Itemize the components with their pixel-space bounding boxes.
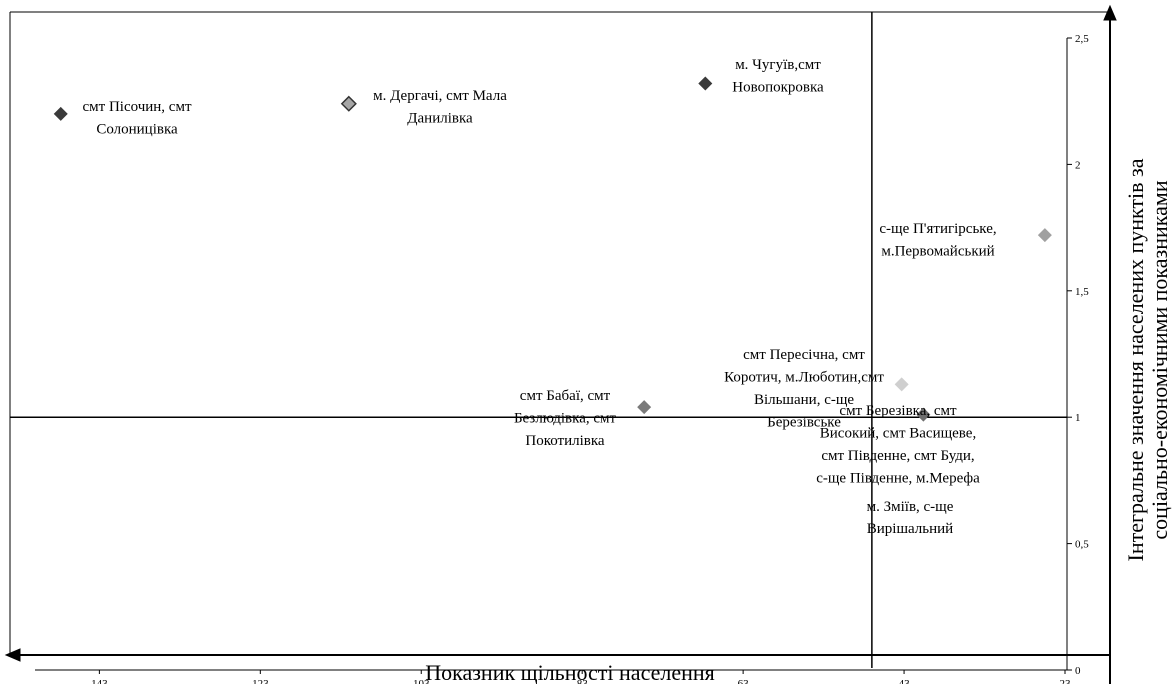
- x-tick-label: 143: [91, 678, 108, 684]
- y-tick-label: 1: [1075, 412, 1081, 424]
- annotation: м. Зміїв, с-ще: [867, 499, 954, 515]
- point-label: смт Березівка, смт: [839, 403, 957, 419]
- point: [340, 95, 357, 112]
- x-axis-title: Показник щільності населення: [425, 660, 715, 684]
- y-tick-label: 0,5: [1075, 539, 1089, 551]
- x-tick-label: 23: [1060, 678, 1072, 684]
- point: [894, 377, 909, 392]
- point: [1037, 228, 1052, 243]
- point-label: Вільшани, с-ще: [754, 392, 854, 408]
- annotation: Вирішальний: [867, 521, 953, 537]
- point-label: м.Первомайський: [881, 244, 994, 260]
- frame: [4, 4, 1117, 684]
- y-tick-label: 1,5: [1075, 286, 1089, 298]
- y-tick-label: 0: [1075, 665, 1081, 677]
- point-label: Покотилівка: [525, 433, 605, 449]
- point-label: Новопокровка: [732, 80, 824, 96]
- x-tick-label: 83: [577, 678, 589, 684]
- point-label: Коротич, м.Люботин,смт: [724, 370, 884, 386]
- y-axis-title: Інтегральне значення населених пунктів з…: [1123, 158, 1172, 561]
- point: [53, 106, 68, 121]
- x-tick-label: 43: [899, 678, 911, 684]
- point-label: Високий, смт Васищеве,: [820, 426, 976, 442]
- point-label: Солоницівка: [96, 122, 178, 138]
- point-label: с-ще П'ятигірське,: [879, 221, 996, 237]
- y-tick-label: 2: [1075, 159, 1081, 171]
- point: [637, 400, 652, 415]
- point: [698, 76, 713, 91]
- point-label: м. Чугуїв,смт: [735, 57, 821, 73]
- point-label: м. Дергачі, смт Мала: [373, 88, 507, 104]
- point-label: смт Пересічна, смт: [743, 347, 865, 363]
- x-tick-label: 123: [252, 678, 269, 684]
- x-tick-label: 103: [413, 678, 430, 684]
- point-label: с-ще Південне, м.Мерефа: [816, 471, 980, 487]
- point-label: Березівське: [767, 415, 841, 431]
- point: [916, 407, 931, 422]
- y-axis-title-line: Інтегральне значення населених пунктів з…: [1123, 158, 1148, 561]
- y-axis-title-line: соціально-економічними показниками: [1147, 180, 1172, 539]
- point-label: Данилівка: [407, 111, 473, 127]
- point-label: смт Пісочин, смт: [82, 99, 191, 115]
- y-arrow-head: [1103, 4, 1117, 21]
- y-tick-label: 2,5: [1075, 33, 1089, 45]
- point-label: Безлюдівка, смт: [514, 411, 617, 427]
- point-label: смт Бабаї, смт: [520, 388, 611, 404]
- x-tick-label: 63: [738, 678, 750, 684]
- x-arrow-head: [4, 648, 21, 662]
- point-label: смт Південне, смт Буди,: [821, 448, 974, 464]
